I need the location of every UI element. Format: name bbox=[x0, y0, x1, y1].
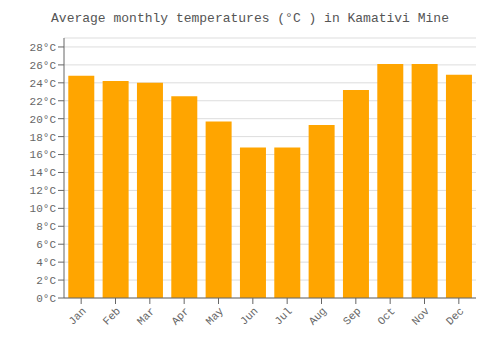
svg-text:22°C: 22°C bbox=[30, 96, 57, 108]
svg-text:6°C: 6°C bbox=[36, 239, 56, 251]
svg-text:Dec: Dec bbox=[444, 305, 466, 327]
svg-text:Feb: Feb bbox=[101, 305, 123, 327]
svg-text:10°C: 10°C bbox=[30, 203, 57, 215]
svg-text:12°C: 12°C bbox=[30, 185, 57, 197]
svg-text:0°C: 0°C bbox=[36, 293, 56, 305]
svg-text:20°C: 20°C bbox=[30, 114, 57, 126]
svg-text:18°C: 18°C bbox=[30, 132, 57, 144]
svg-text:4°C: 4°C bbox=[36, 257, 56, 269]
svg-text:8°C: 8°C bbox=[36, 221, 56, 233]
svg-text:May: May bbox=[204, 305, 227, 328]
svg-text:Apr: Apr bbox=[169, 305, 191, 327]
svg-text:28°C: 28°C bbox=[30, 42, 57, 54]
svg-text:Aug: Aug bbox=[307, 305, 329, 327]
svg-text:Oct: Oct bbox=[375, 305, 397, 327]
svg-text:26°C: 26°C bbox=[30, 60, 57, 72]
svg-text:Mar: Mar bbox=[135, 305, 157, 327]
svg-text:2°C: 2°C bbox=[36, 275, 56, 287]
svg-text:Jul: Jul bbox=[272, 305, 294, 327]
svg-text:Sep: Sep bbox=[341, 305, 363, 327]
svg-text:24°C: 24°C bbox=[30, 78, 57, 90]
svg-text:Jan: Jan bbox=[66, 305, 88, 327]
svg-text:Jun: Jun bbox=[238, 305, 260, 327]
html-text:Average monthly temperatures (: Average monthly temperatures (°C ) in Ka… bbox=[51, 11, 449, 26]
svg-text:Nov: Nov bbox=[410, 305, 433, 328]
svg-text:14°C: 14°C bbox=[30, 167, 57, 179]
svg-text:16°C: 16°C bbox=[30, 149, 57, 161]
